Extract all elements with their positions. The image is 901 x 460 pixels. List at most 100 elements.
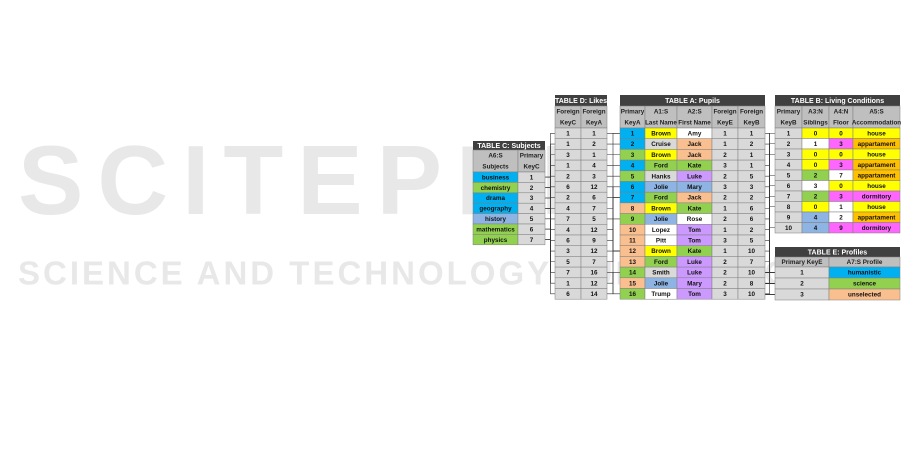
cell-text: Jack [687, 152, 702, 159]
cell-text: 4 [631, 163, 635, 170]
cell-text: 5 [750, 173, 754, 180]
cell-text: 7 [787, 193, 791, 200]
link [604, 272, 622, 295]
cell-text: 3 [839, 162, 843, 169]
table-title: TABLE A: Pupils [665, 98, 720, 105]
cell-text: Jack [687, 195, 702, 202]
cell-text: Jack [687, 141, 702, 148]
cell-text: 9 [839, 225, 843, 232]
cell-text: 0 [814, 204, 818, 211]
header-text: Foreign [582, 109, 605, 116]
cell-text: 7 [592, 259, 596, 266]
cell-text: Jolie [654, 216, 669, 223]
cell-text: 4 [787, 162, 791, 169]
cell-text: 2 [750, 227, 754, 234]
link [604, 250, 622, 284]
table: TABLE C: Subjects A6:S Subjects Primary KeyC… [472, 141, 546, 246]
header-text: A7:S Profile [847, 259, 883, 266]
cell-text: 2 [814, 172, 818, 179]
link [604, 154, 622, 177]
cell-text: 5 [631, 173, 635, 180]
cell-text: Amy [688, 131, 702, 138]
cell-text: 3 [723, 291, 727, 298]
header-text: KeyC [523, 164, 540, 171]
table: TABLE A: Pupils Primary KeyA A1:S Last Name A… [619, 95, 766, 300]
cell-text: 2 [631, 141, 635, 148]
header-text: A3:N [808, 109, 823, 116]
link [543, 228, 558, 295]
cell-text: 3 [814, 183, 818, 190]
cell-text: Luke [687, 259, 702, 266]
cell-text: Tom [688, 227, 701, 234]
cell-text: Mary [687, 280, 702, 287]
cell-text: 1 [723, 227, 727, 234]
cell-text: 6 [787, 183, 791, 190]
cell-text: Hanks [652, 173, 671, 180]
cell-text: 2 [839, 214, 843, 221]
header-text: Foreign [556, 109, 579, 116]
header-text: Subjects [482, 164, 509, 171]
cell-text: 6 [750, 216, 754, 223]
cell-text: 11 [629, 238, 636, 245]
header-text: KeyC [560, 120, 577, 127]
link [604, 133, 622, 156]
cell-text: Lopez [652, 227, 670, 234]
cell-text: 3 [723, 184, 727, 191]
cell-text: Kate [688, 163, 702, 170]
cell-text: 1 [566, 163, 570, 170]
cell [517, 234, 546, 246]
cell-text: 1 [723, 205, 727, 212]
cell-text: 3 [723, 163, 727, 170]
header-text: Floor [833, 120, 849, 127]
cell-text: 3 [631, 152, 635, 159]
table: TABLE E: Profiles Primary KeyE A7:S Profil… [774, 247, 901, 301]
cell-text: 1 [723, 141, 727, 148]
table-title-bar [473, 141, 545, 150]
cell-text: 10 [629, 227, 637, 234]
cell-text: humanistic [848, 270, 882, 277]
cell-text: 2 [566, 195, 570, 202]
cell-text: 16 [590, 270, 598, 277]
cell-text: 9 [631, 216, 635, 223]
cell-text: house [867, 130, 886, 137]
cell-text: Jolie [654, 280, 669, 287]
cell-text: 14 [590, 291, 598, 298]
cell-text: business [482, 174, 510, 181]
header-text: A5:S [869, 109, 883, 116]
cell-text: 0 [814, 151, 818, 158]
cell-text: 2 [723, 173, 727, 180]
cell-text: Ford [654, 259, 668, 266]
cell-text: mathematics [476, 226, 515, 233]
cell-text: Tom [688, 238, 701, 245]
cell-text: 6 [530, 226, 534, 233]
cell-text: 2 [750, 141, 754, 148]
cell-text: 7 [566, 216, 570, 223]
cell-text: Tom [688, 291, 701, 298]
header-text: KeyB [743, 120, 760, 127]
cell-text: physics [484, 237, 508, 244]
cell-text: 12 [590, 280, 598, 287]
cell-text: geography [479, 206, 512, 213]
cell-text: house [867, 151, 886, 158]
header-text: First Name [678, 120, 711, 127]
tables: TABLE C: Subjects A6:S Subjects Primary KeyC… [472, 95, 901, 301]
header-text: KeyE [717, 120, 733, 127]
cell-text: 15 [629, 280, 637, 287]
header-text: A6:S [488, 153, 502, 160]
cell-text: 5 [592, 216, 596, 223]
link [604, 197, 622, 263]
cell-text: 0 [839, 130, 843, 137]
cell-text: 10 [785, 225, 793, 232]
cell-text: Rose [687, 216, 703, 223]
cell-text: 3 [566, 152, 570, 159]
cell-text: 2 [814, 193, 818, 200]
table-title: TABLE D: Likes [555, 98, 607, 105]
cell-text: 6 [631, 184, 635, 191]
cell-text: science [853, 281, 877, 288]
cell-text: chemistry [481, 185, 511, 192]
cell-text: 3 [723, 238, 727, 245]
cell-text: 13 [629, 259, 637, 266]
cell-text: 1 [800, 270, 804, 277]
cell-text: Kate [688, 205, 702, 212]
